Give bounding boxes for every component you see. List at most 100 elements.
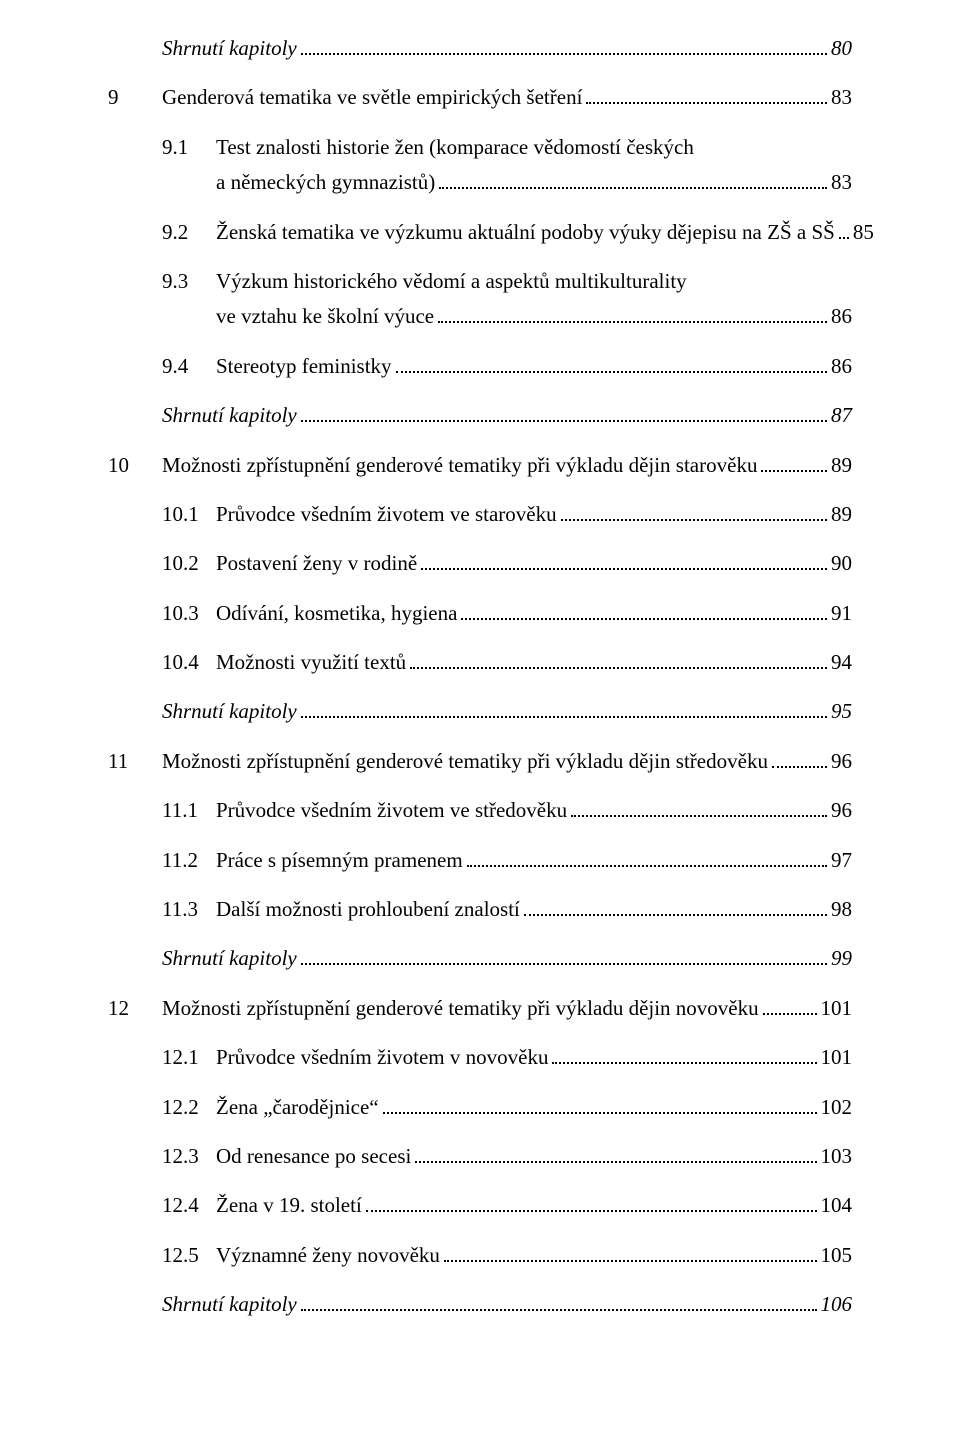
toc-entry: a německých gymnazistů)83 bbox=[108, 168, 852, 197]
dot-leader bbox=[421, 551, 827, 570]
section-number: 12.1 bbox=[162, 1043, 216, 1072]
dot-leader bbox=[571, 798, 827, 817]
page-number: 80 bbox=[831, 34, 852, 63]
toc-title: Možnosti zpřístupnění genderové tematiky… bbox=[162, 747, 768, 776]
toc-title: Další možnosti prohloubení znalostí bbox=[216, 895, 520, 924]
toc-title: Významné ženy novověku bbox=[216, 1241, 440, 1270]
toc-entry: 12.1Průvodce všedním životem v novověku 1… bbox=[108, 1043, 852, 1072]
toc-title: Žena „čarodějnice“ bbox=[216, 1093, 379, 1122]
dot-leader bbox=[461, 601, 827, 620]
chapter-number: 9 bbox=[108, 83, 162, 112]
page-number: 106 bbox=[821, 1290, 853, 1319]
toc-entry: 12Možnosti zpřístupnění genderové temati… bbox=[108, 994, 852, 1023]
page-number: 90 bbox=[831, 549, 852, 578]
toc-title: Shrnutí kapitoly bbox=[162, 34, 297, 63]
section-number: 12.4 bbox=[162, 1191, 216, 1220]
toc-entry: 12.5Významné ženy novověku 105 bbox=[108, 1241, 852, 1270]
toc-title: Shrnutí kapitoly bbox=[162, 1290, 297, 1319]
toc-entry: 11.2Práce s písemným pramenem97 bbox=[108, 846, 852, 875]
dot-leader bbox=[763, 996, 817, 1015]
toc-entry: 9.4Stereotyp feministky86 bbox=[108, 352, 852, 381]
toc-title: Průvodce všedním životem ve středověku bbox=[216, 796, 567, 825]
chapter-number: 10 bbox=[108, 451, 162, 480]
chapter-number: 12 bbox=[108, 994, 162, 1023]
page-number: 101 bbox=[821, 1043, 853, 1072]
page-number: 99 bbox=[831, 944, 852, 973]
dot-leader bbox=[552, 1045, 816, 1064]
toc-title: Průvodce všedním životem ve starověku bbox=[216, 500, 557, 529]
toc-entry: Shrnutí kapitoly87 bbox=[108, 401, 852, 430]
dot-leader bbox=[301, 700, 827, 719]
page-number: 89 bbox=[831, 500, 852, 529]
page-number: 103 bbox=[821, 1142, 853, 1171]
page-number: 102 bbox=[821, 1093, 853, 1122]
dot-leader bbox=[301, 1292, 817, 1311]
page-number: 96 bbox=[831, 796, 852, 825]
toc-title: Průvodce všedním životem v novověku bbox=[216, 1043, 548, 1072]
page-number: 98 bbox=[831, 895, 852, 924]
toc-entry: 9.2Ženská tematika ve výzkumu aktuální p… bbox=[108, 218, 852, 247]
toc-title: Stereotyp feministky bbox=[216, 352, 392, 381]
toc-entry: 11Možnosti zpřístupnění genderové temati… bbox=[108, 747, 852, 776]
toc-title: Postavení ženy v rodině bbox=[216, 549, 417, 578]
chapter-number: 11 bbox=[108, 747, 162, 776]
section-number: 10.3 bbox=[162, 599, 216, 628]
toc-title: Shrnutí kapitoly bbox=[162, 401, 297, 430]
toc-title: Shrnutí kapitoly bbox=[162, 697, 297, 726]
dot-leader bbox=[761, 453, 827, 472]
page-number: 104 bbox=[821, 1191, 853, 1220]
dot-leader bbox=[439, 170, 827, 189]
section-number: 10.1 bbox=[162, 500, 216, 529]
table-of-contents: Shrnutí kapitoly 80 9Genderová tematika ve… bbox=[108, 34, 852, 1320]
toc-entry: 11.1Průvodce všedním životem ve středově… bbox=[108, 796, 852, 825]
toc-entry: 10.1Průvodce všedním životem ve starověk… bbox=[108, 500, 852, 529]
toc-entry: Shrnutí kapitoly 106 bbox=[108, 1290, 852, 1319]
toc-entry: 10.4Možnosti využití textů94 bbox=[108, 648, 852, 677]
dot-leader bbox=[383, 1095, 817, 1114]
toc-title: Možnosti zpřístupnění genderové tematiky… bbox=[162, 994, 759, 1023]
section-number: 9.3 bbox=[162, 267, 216, 296]
page-number: 85 bbox=[853, 218, 874, 247]
toc-title: Genderová tematika ve světle empirických… bbox=[162, 83, 582, 112]
toc-entry: Shrnutí kapitoly 99 bbox=[108, 944, 852, 973]
toc-entry: ve vztahu ke školní výuce86 bbox=[108, 302, 852, 331]
page-number: 83 bbox=[831, 168, 852, 197]
toc-entry: 12.2Žena „čarodějnice“102 bbox=[108, 1093, 852, 1122]
toc-title: Žena v 19. století bbox=[216, 1191, 362, 1220]
dot-leader bbox=[366, 1193, 817, 1212]
dot-leader bbox=[839, 220, 849, 239]
dot-leader bbox=[396, 354, 827, 373]
dot-leader bbox=[561, 502, 827, 521]
toc-title: Ženská tematika ve výzkumu aktuální podo… bbox=[216, 218, 835, 247]
page-number: 86 bbox=[831, 352, 852, 381]
toc-title: Možnosti zpřístupnění genderové tematiky… bbox=[162, 451, 757, 480]
toc-entry: 12.3Od renesance po secesi103 bbox=[108, 1142, 852, 1171]
toc-entry: 11.3Další možnosti prohloubení znalostí9… bbox=[108, 895, 852, 924]
dot-leader bbox=[301, 947, 827, 966]
toc-entry: 10.3Odívání, kosmetika, hygiena 91 bbox=[108, 599, 852, 628]
toc-entry: 9.3Výzkum historického vědomí a aspektů … bbox=[108, 267, 852, 296]
dot-leader bbox=[415, 1144, 816, 1163]
toc-title: Odívání, kosmetika, hygiena bbox=[216, 599, 457, 628]
page-number: 97 bbox=[831, 846, 852, 875]
toc-title: Shrnutí kapitoly bbox=[162, 944, 297, 973]
dot-leader bbox=[410, 650, 827, 669]
page-number: 83 bbox=[831, 83, 852, 112]
section-number: 11.1 bbox=[162, 796, 216, 825]
section-number: 12.3 bbox=[162, 1142, 216, 1171]
dot-leader bbox=[301, 36, 827, 55]
dot-leader bbox=[524, 897, 827, 916]
page-number: 105 bbox=[821, 1241, 853, 1270]
toc-entry: 9.1Test znalosti historie žen (komparace… bbox=[108, 133, 852, 162]
page-number: 101 bbox=[821, 994, 853, 1023]
toc-title: Výzkum historického vědomí a aspektů mul… bbox=[216, 267, 687, 296]
toc-title: Práce s písemným pramenem bbox=[216, 846, 463, 875]
section-number: 12.5 bbox=[162, 1241, 216, 1270]
page-number: 94 bbox=[831, 648, 852, 677]
section-number: 9.1 bbox=[162, 133, 216, 162]
toc-entry: Shrnutí kapitoly 80 bbox=[108, 34, 852, 63]
dot-leader bbox=[467, 848, 827, 867]
section-number: 9.2 bbox=[162, 218, 216, 247]
page-number: 91 bbox=[831, 599, 852, 628]
toc-entry: 10Možnosti zpřístupnění genderové temati… bbox=[108, 451, 852, 480]
